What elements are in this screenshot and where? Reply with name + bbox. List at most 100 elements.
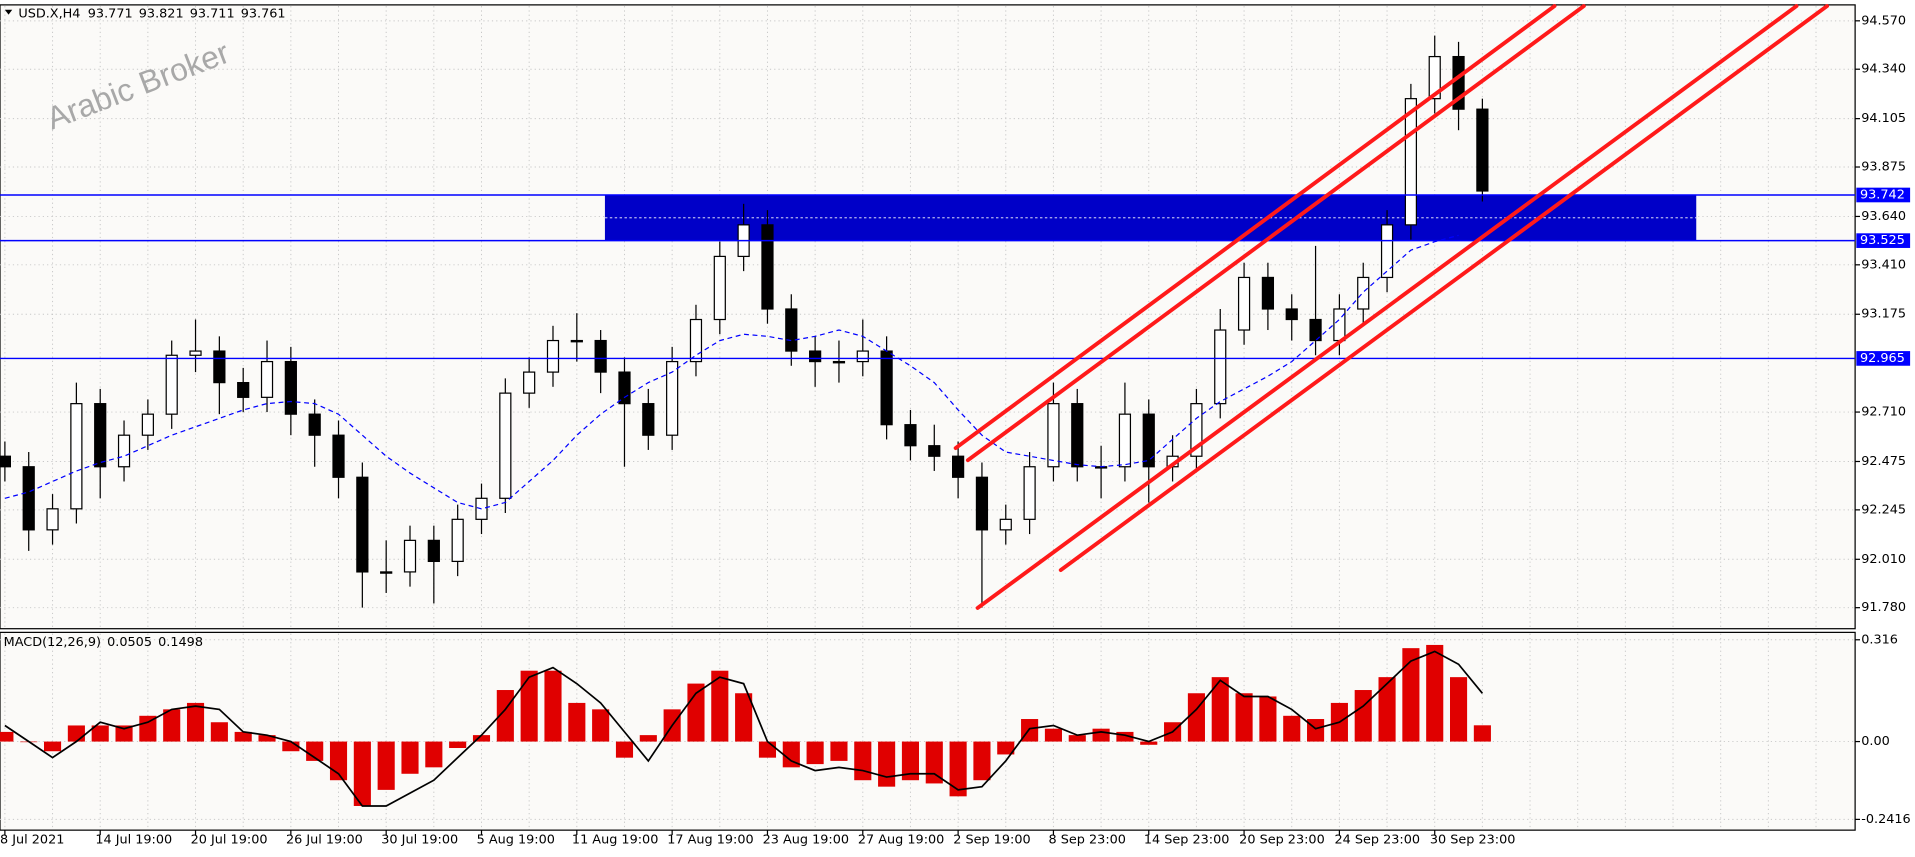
macd-bar <box>568 702 586 742</box>
macd-bar <box>425 741 443 768</box>
candle-body <box>570 339 583 343</box>
macd-bar <box>1354 690 1372 742</box>
menu-arrow[interactable] <box>4 9 13 15</box>
macd-bar <box>1068 735 1086 742</box>
candle-body <box>1237 276 1251 331</box>
macd-bar <box>1426 644 1444 742</box>
macd-signal-value: 0.1498 <box>158 635 203 650</box>
macd-main-value: 0.0505 <box>107 635 152 650</box>
y-tick-label: 93.175 <box>1861 307 1906 322</box>
macd-bar <box>758 741 777 758</box>
candle-body <box>1404 98 1418 226</box>
zone-layer <box>604 194 1697 241</box>
x-tick-label: 20 Sep 23:00 <box>1239 832 1325 847</box>
macd-bar <box>210 722 228 742</box>
candle-body <box>999 518 1012 531</box>
macd-bar <box>1235 693 1253 742</box>
macd-bar <box>1378 677 1396 742</box>
candle-body <box>904 424 917 447</box>
candle-body <box>189 350 202 356</box>
candle-body <box>1333 308 1346 342</box>
candle-body <box>380 571 393 574</box>
macd-bar <box>806 741 824 765</box>
candle-body <box>451 518 464 563</box>
macd-bar <box>1307 719 1325 742</box>
candle-body <box>1142 413 1155 468</box>
label-layer: 94.570 94.340 94.105 93.875 93.640 93.410 93.1… <box>0 13 1911 847</box>
price-level-label: 92.965 <box>1860 351 1905 366</box>
price-level-tag <box>1856 233 1911 248</box>
macd-bar <box>43 741 62 752</box>
macd-bar <box>258 735 276 742</box>
macd-bar <box>91 725 109 742</box>
y-tick-label: 94.105 <box>1861 111 1906 126</box>
candle-body <box>1428 55 1441 100</box>
candle-body <box>1190 403 1203 457</box>
candle-body <box>237 382 250 398</box>
candle-body <box>260 360 274 398</box>
y-tick-label: 92.475 <box>1861 454 1906 469</box>
macd-bar <box>67 725 85 742</box>
candle-body <box>1380 224 1394 279</box>
macd-bar <box>472 735 491 742</box>
candle-body <box>952 455 965 478</box>
macd-bar <box>1473 725 1491 742</box>
macd-bar <box>1449 677 1468 742</box>
high-price: 93.821 <box>139 6 184 21</box>
candle-body <box>761 224 774 310</box>
x-tick-label: 30 Sep 23:00 <box>1430 832 1516 847</box>
trendlines <box>953 4 1829 610</box>
macd-bar <box>1092 728 1110 742</box>
low-price: 93.711 <box>190 6 235 21</box>
macd-bar <box>854 741 872 781</box>
candle-body <box>689 318 703 363</box>
y-tick-label: -0.2416 <box>1861 812 1910 827</box>
macd-bar <box>1259 696 1277 742</box>
macd-bar <box>544 670 562 742</box>
x-tick-label: 26 Jul 19:00 <box>286 832 363 847</box>
macd-bar <box>735 693 753 742</box>
macd-bar <box>139 715 157 742</box>
candle-body <box>1047 403 1060 468</box>
macd-bar <box>997 741 1015 755</box>
macd-bar <box>186 702 205 742</box>
x-tick-label: 17 Aug 19:00 <box>667 832 753 847</box>
symbol-header: USD.X,H4 93.771 93.821 93.711 93.761 <box>18 6 285 21</box>
trendline <box>965 4 1586 463</box>
macd-bar <box>163 709 181 742</box>
candle-body <box>427 539 440 563</box>
x-tick-label: 20 Jul 19:00 <box>191 832 268 847</box>
x-tick-label: 14 Sep 23:00 <box>1144 832 1230 847</box>
y-tick-label: 0.00 <box>1861 734 1890 749</box>
macd-bar <box>639 735 657 742</box>
candle-body <box>1357 276 1370 310</box>
price-level-tag <box>1856 351 1911 366</box>
candle-body <box>1309 318 1322 342</box>
macd-bar <box>306 741 324 761</box>
candle-body <box>1285 308 1298 321</box>
candle-body <box>22 466 35 531</box>
candle-body <box>785 308 798 352</box>
candle-body <box>594 339 607 373</box>
macd-bar <box>377 741 395 790</box>
price-level-label: 93.525 <box>1860 233 1905 248</box>
macd-panel <box>0 631 1856 831</box>
candle-body <box>46 508 59 531</box>
candle-body <box>141 413 154 436</box>
trendline <box>975 4 1799 610</box>
candle-body <box>1261 276 1275 310</box>
x-tick-label: 8 Jul 2021 <box>0 832 64 847</box>
macd-bar <box>1021 719 1039 742</box>
candle-body <box>117 434 131 468</box>
trendline <box>1058 4 1829 573</box>
macd-bar <box>353 741 371 806</box>
symbol: USD.X,H4 <box>18 6 80 21</box>
candle-body <box>975 476 989 531</box>
candle-body <box>70 403 83 510</box>
candle-body <box>1214 329 1227 405</box>
candle-body <box>403 539 417 573</box>
y-tick-label: 92.245 <box>1861 502 1906 517</box>
macd-bar <box>1044 728 1062 742</box>
x-tick-label: 11 Aug 19:00 <box>572 832 658 847</box>
